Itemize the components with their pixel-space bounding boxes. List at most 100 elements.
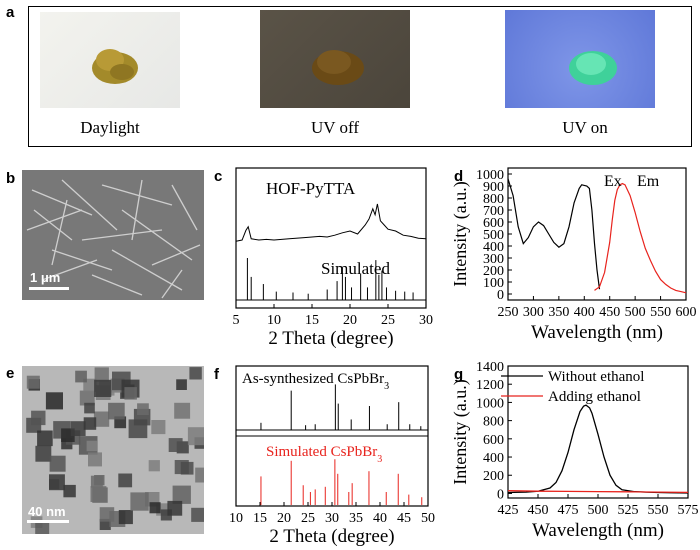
nanocube (191, 507, 204, 522)
series-as-synth (236, 384, 428, 431)
nanocube (94, 367, 109, 382)
nanocube (83, 417, 97, 430)
nanocube (124, 387, 137, 400)
ytick-label: 1000 (476, 168, 504, 183)
g-xlabel: Wavelength (nm) (532, 520, 664, 541)
legend-simulated-f: Simulated CsPbBr3 (266, 444, 382, 465)
ytick-label: 500 (483, 228, 504, 243)
xtick-label: 550 (648, 503, 669, 518)
xtick-label: 20 (343, 313, 357, 328)
xtick-label: 400 (574, 305, 595, 320)
nanocube (99, 518, 111, 530)
legend-adding-ethanol: Adding ethanol (548, 389, 641, 405)
legend-without-ethanol: Without ethanol (548, 369, 644, 385)
chart-c: HOF-PyTTA Simulated 5 10 15 20 25 30 2 Theta … (233, 167, 433, 349)
chart-d: Ex Em 250 300 350 400 450 500 550 600 010020030… (450, 167, 697, 343)
nanocube (167, 500, 183, 516)
ytick-label: 200 (483, 264, 504, 279)
ytick-label: 300 (483, 252, 504, 267)
nanocube (151, 420, 166, 435)
legend-as-synth: As-synthesized CsPbBr3 (242, 371, 389, 392)
nanocube (99, 507, 115, 522)
nanocube (49, 474, 65, 491)
xtick-label: 30 (419, 313, 433, 328)
ytick-label: 1200 (476, 378, 504, 393)
xtick-label: 475 (558, 503, 579, 518)
f-xlabel: 2 Theta (degree) (269, 526, 394, 547)
nanocube (189, 367, 202, 380)
tem-image: 40 nm (22, 366, 204, 534)
photo-uv-off (260, 10, 410, 108)
xtick-label: 50 (421, 511, 435, 526)
nanocube (70, 421, 86, 436)
xtick-label: 25 (301, 511, 315, 526)
powder-uv-off (312, 50, 364, 85)
panel-label-g: g (454, 366, 464, 383)
panel-label-c: c (214, 168, 223, 185)
xtick-label: 35 (349, 511, 363, 526)
nanocube (168, 438, 183, 452)
panel-label-a: a (6, 4, 15, 21)
tem-scale-bar (27, 520, 69, 523)
nanocube (31, 410, 46, 426)
nanocube (149, 502, 161, 514)
nanocube (35, 445, 52, 462)
xtick-label: 450 (599, 305, 620, 320)
xtick-label: 600 (676, 305, 697, 320)
ytick-label: 200 (483, 469, 504, 484)
nanocube (63, 484, 76, 498)
panel-label-b: b (6, 170, 16, 187)
nanocube (137, 403, 149, 415)
panel-label-f: f (214, 366, 219, 383)
g-ylabel: Intensity (a.u.) (450, 379, 471, 484)
nanocube (49, 455, 66, 472)
tem-scale-label: 40 nm (28, 504, 66, 519)
nanocube (75, 370, 87, 383)
nanocube (174, 402, 191, 419)
sem-image: 1 μm (22, 170, 204, 300)
nanocube (35, 521, 50, 534)
xtick-label: 500 (625, 305, 646, 320)
tem-nanocubes (26, 367, 204, 534)
ytick-label: 600 (483, 433, 504, 448)
xtick-label: 10 (267, 313, 281, 328)
nanocube (187, 427, 204, 446)
ytick-label: 400 (483, 240, 504, 255)
nanocube (128, 419, 148, 439)
nanocube (114, 416, 127, 429)
nanocube (160, 509, 172, 521)
xtick-label: 5 (233, 313, 240, 328)
panel-label-e: e (6, 365, 15, 382)
powder-uv-on (569, 51, 617, 85)
ytick-label: 600 (483, 216, 504, 231)
sem-scale-bar (29, 287, 69, 290)
nanocube (90, 475, 103, 488)
nanocube (130, 492, 149, 511)
sem-nanowires (22, 170, 204, 300)
xtick-label: 250 (498, 305, 519, 320)
xtick-label: 525 (618, 503, 639, 518)
nanocube (118, 510, 133, 525)
xtick-label: 300 (523, 305, 544, 320)
series-simulated-c (236, 258, 426, 301)
xtick-label: 15 (305, 313, 319, 328)
nanocube (180, 461, 194, 475)
sem-scale-label: 1 μm (30, 270, 61, 285)
xtick-label: 30 (325, 511, 339, 526)
chart-g: Without ethanol Adding ethanol 425 450 475… (450, 360, 699, 541)
nanocube (118, 473, 133, 488)
chart-f: As-synthesized CsPbBr3 Simulated CsPbBr3… (229, 365, 435, 547)
legend-hof-pytta: HOF-PyTTA (266, 179, 356, 198)
nanocube (88, 452, 102, 467)
xtick-label: 350 (548, 305, 569, 320)
ytick-label: 800 (483, 415, 504, 430)
d-xticks: 250 300 350 400 450 500 550 600 (498, 296, 697, 320)
xtick-label: 500 (588, 503, 609, 518)
nanocube (45, 392, 63, 410)
nanocube (86, 440, 98, 452)
xtick-label: 450 (528, 503, 549, 518)
nanocube (90, 486, 107, 502)
nanocube (148, 460, 160, 472)
xtick-label: 425 (498, 503, 519, 518)
ytick-label: 1400 (476, 360, 504, 375)
